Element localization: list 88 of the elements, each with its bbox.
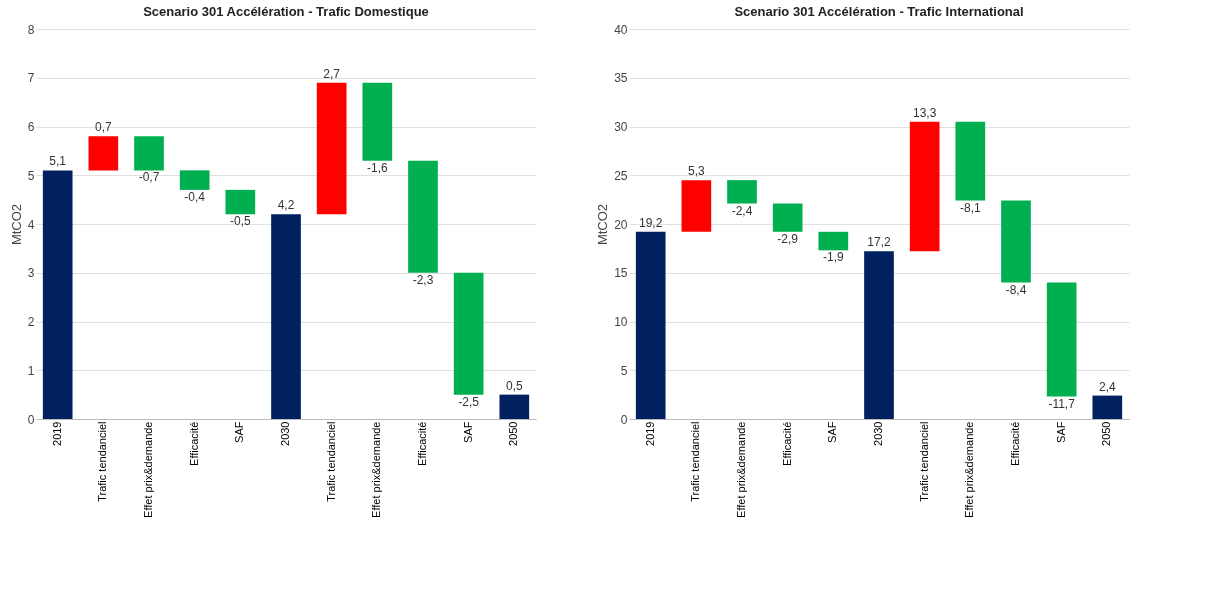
- y-tick-label: 20: [614, 217, 628, 232]
- bar: [88, 136, 119, 171]
- y-tick-label: 8: [27, 22, 35, 37]
- x-tick-label: 2019: [50, 421, 63, 446]
- y-tick-label: 0: [27, 412, 35, 427]
- bar: [179, 170, 210, 190]
- data-label: -2,4: [731, 203, 753, 218]
- y-tick-label: 5: [620, 363, 628, 378]
- y-axis-title: MtCO2: [595, 203, 611, 246]
- data-label: 0,5: [505, 378, 523, 393]
- y-tick-label: 6: [27, 120, 35, 134]
- bar: [772, 203, 803, 232]
- x-tick-label: Efficacité: [415, 421, 428, 466]
- bar: [225, 189, 256, 215]
- y-tick-label: 15: [614, 266, 628, 281]
- x-tick-label: Efficacité: [780, 421, 793, 466]
- y-tick-label: 3: [27, 266, 35, 281]
- data-label: -0,5: [229, 214, 251, 229]
- x-tick-label: Trafic tendanciel: [96, 421, 109, 502]
- bar: [362, 82, 393, 161]
- data-label: 2,4: [1098, 379, 1116, 394]
- x-tick-label: Effet prix&demande: [142, 421, 155, 518]
- y-tick-label: 5: [27, 168, 35, 183]
- x-tick-label: 2030: [279, 421, 291, 446]
- x-tick-label: Efficacité: [1008, 421, 1021, 466]
- y-tick-label: 4: [27, 217, 35, 232]
- x-tick-label: Trafic tendanciel: [324, 421, 337, 502]
- y-axis-title: MtCO2: [8, 203, 24, 246]
- y-tick-label: 35: [614, 71, 628, 86]
- data-label: -11,7: [1048, 396, 1076, 411]
- x-tick-label: Effet prix&demande: [370, 421, 383, 518]
- bar: [42, 170, 73, 419]
- y-tick-label: 2: [27, 315, 35, 329]
- bar: [955, 121, 986, 201]
- y-tick-label: 1: [27, 363, 35, 378]
- bar: [453, 272, 484, 395]
- x-tick-label: SAF: [461, 421, 474, 443]
- data-label: 2,7: [323, 66, 341, 81]
- data-label: -8,1: [959, 200, 981, 215]
- x-tick-label: SAF: [826, 421, 839, 443]
- chart-title: Scenario 301 Accélération - Trafic International: [734, 4, 1024, 19]
- y-tick-label: 10: [614, 315, 628, 329]
- y-tick-label: 30: [614, 120, 628, 134]
- data-label: -1,9: [822, 250, 844, 265]
- bar: [1092, 395, 1123, 419]
- bar: [635, 231, 666, 419]
- bar: [1001, 200, 1031, 283]
- data-label: -2,9: [777, 231, 799, 246]
- bar: [408, 160, 438, 273]
- x-tick-label: 2030: [872, 421, 884, 446]
- bar: [1046, 282, 1077, 397]
- data-label: -2,5: [458, 394, 480, 409]
- bar: [727, 180, 757, 204]
- x-tick-label: SAF: [233, 421, 246, 443]
- data-label: -0,4: [184, 189, 206, 204]
- y-tick-label: 25: [614, 168, 628, 183]
- data-label: 17,2: [867, 235, 891, 250]
- y-tick-label: 40: [614, 22, 628, 37]
- data-label: 5,3: [688, 164, 706, 179]
- data-label: -0,7: [138, 170, 160, 185]
- data-label: -8,4: [1005, 282, 1027, 297]
- data-label: 5,1: [49, 154, 67, 169]
- x-tick-label: Effet prix&demande: [735, 421, 748, 518]
- data-label: -1,6: [366, 160, 388, 175]
- bar: [316, 82, 347, 215]
- bar: [134, 136, 164, 171]
- chart-title: Scenario 301 Accélération - Trafic Domestique: [143, 4, 429, 19]
- x-tick-label: Trafic tendanciel: [689, 421, 702, 502]
- x-tick-label: 2019: [643, 421, 656, 446]
- x-tick-label: Trafic tendanciel: [917, 421, 930, 502]
- x-tick-label: 2050: [1100, 421, 1113, 446]
- x-tick-label: Efficacité: [187, 421, 200, 466]
- bar: [681, 180, 712, 232]
- data-label: 19,2: [639, 215, 663, 230]
- data-label: -2,3: [412, 272, 434, 287]
- bar: [818, 231, 849, 251]
- bar: [909, 121, 940, 252]
- data-label: 4,2: [277, 198, 295, 213]
- bar: [499, 394, 530, 419]
- data-label: 0,7: [95, 120, 113, 135]
- x-tick-label: 2050: [507, 421, 520, 446]
- y-tick-label: 0: [620, 412, 628, 427]
- bar: [271, 214, 301, 419]
- data-label: 13,3: [912, 105, 937, 120]
- y-tick-label: 7: [27, 71, 35, 86]
- x-tick-label: Effet prix&demande: [963, 421, 976, 518]
- x-tick-label: SAF: [1054, 421, 1067, 443]
- bar: [864, 251, 894, 419]
